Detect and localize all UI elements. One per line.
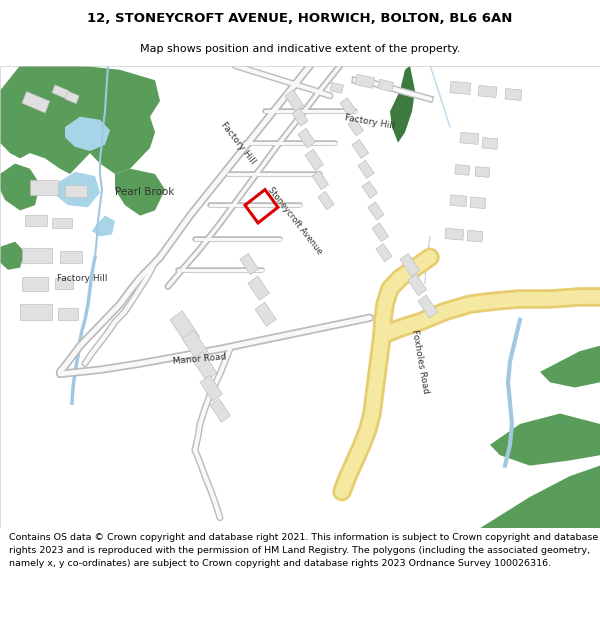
Bar xyxy=(22,91,50,113)
Polygon shape xyxy=(115,169,165,216)
Bar xyxy=(505,89,522,101)
Bar xyxy=(358,160,374,178)
Polygon shape xyxy=(55,172,100,208)
Bar xyxy=(376,244,392,262)
Bar xyxy=(445,228,464,240)
Bar xyxy=(255,302,277,326)
Text: Factory Hill: Factory Hill xyxy=(344,113,395,131)
Bar xyxy=(408,274,427,296)
Text: Map shows position and indicative extent of the property.: Map shows position and indicative extent… xyxy=(140,44,460,54)
Bar xyxy=(450,81,471,94)
Bar xyxy=(60,251,82,262)
Bar xyxy=(52,85,69,99)
Text: Stoneycroft Avenue: Stoneycroft Avenue xyxy=(266,186,324,256)
Bar xyxy=(460,132,479,144)
Bar xyxy=(285,90,304,111)
Text: Factory Hill: Factory Hill xyxy=(57,274,107,282)
Bar xyxy=(292,108,308,126)
Bar xyxy=(340,98,356,116)
Polygon shape xyxy=(92,216,115,236)
Bar xyxy=(478,86,497,98)
Polygon shape xyxy=(65,117,110,151)
Polygon shape xyxy=(0,66,160,174)
Bar xyxy=(58,308,78,320)
Bar xyxy=(372,222,389,242)
Bar xyxy=(400,253,419,276)
Bar xyxy=(210,399,230,422)
Polygon shape xyxy=(540,346,600,388)
Text: 12, STONEYCROFT AVENUE, HORWICH, BOLTON, BL6 6AN: 12, STONEYCROFT AVENUE, HORWICH, BOLTON,… xyxy=(88,12,512,25)
Bar xyxy=(240,253,259,275)
Bar xyxy=(55,278,73,289)
Bar xyxy=(22,248,52,262)
Bar xyxy=(455,164,470,175)
Bar xyxy=(170,311,199,346)
Text: Manor Road: Manor Road xyxy=(173,352,227,366)
Text: Pearl Brook: Pearl Brook xyxy=(115,187,175,197)
Bar xyxy=(22,277,48,291)
Bar xyxy=(467,230,483,242)
Bar xyxy=(418,295,437,318)
Bar xyxy=(450,195,467,207)
Bar xyxy=(52,217,72,228)
Bar xyxy=(470,197,486,209)
Bar xyxy=(312,171,329,190)
Bar xyxy=(355,74,374,88)
Bar xyxy=(305,149,323,171)
Bar xyxy=(65,186,87,197)
Bar xyxy=(20,304,52,320)
Bar xyxy=(182,330,209,362)
Bar xyxy=(65,91,79,104)
Polygon shape xyxy=(490,414,600,466)
Text: Factory Hill: Factory Hill xyxy=(219,120,257,166)
Text: Contains OS data © Crown copyright and database right 2021. This information is : Contains OS data © Crown copyright and d… xyxy=(9,533,598,568)
Bar xyxy=(30,180,58,195)
Bar xyxy=(200,375,223,401)
Polygon shape xyxy=(0,242,25,270)
Bar xyxy=(318,191,334,209)
Bar xyxy=(25,214,47,226)
Polygon shape xyxy=(0,164,40,211)
Bar xyxy=(330,82,343,93)
Bar xyxy=(352,139,368,159)
Bar xyxy=(248,276,269,301)
Text: Foxholes Road: Foxholes Road xyxy=(410,329,430,394)
Bar xyxy=(368,202,384,220)
Bar xyxy=(298,128,316,148)
Bar xyxy=(482,138,498,149)
Bar xyxy=(348,119,364,136)
Bar xyxy=(362,181,377,198)
Bar xyxy=(475,167,490,177)
Polygon shape xyxy=(480,466,600,528)
Bar xyxy=(192,352,217,381)
Bar xyxy=(378,79,394,92)
Polygon shape xyxy=(390,66,415,142)
